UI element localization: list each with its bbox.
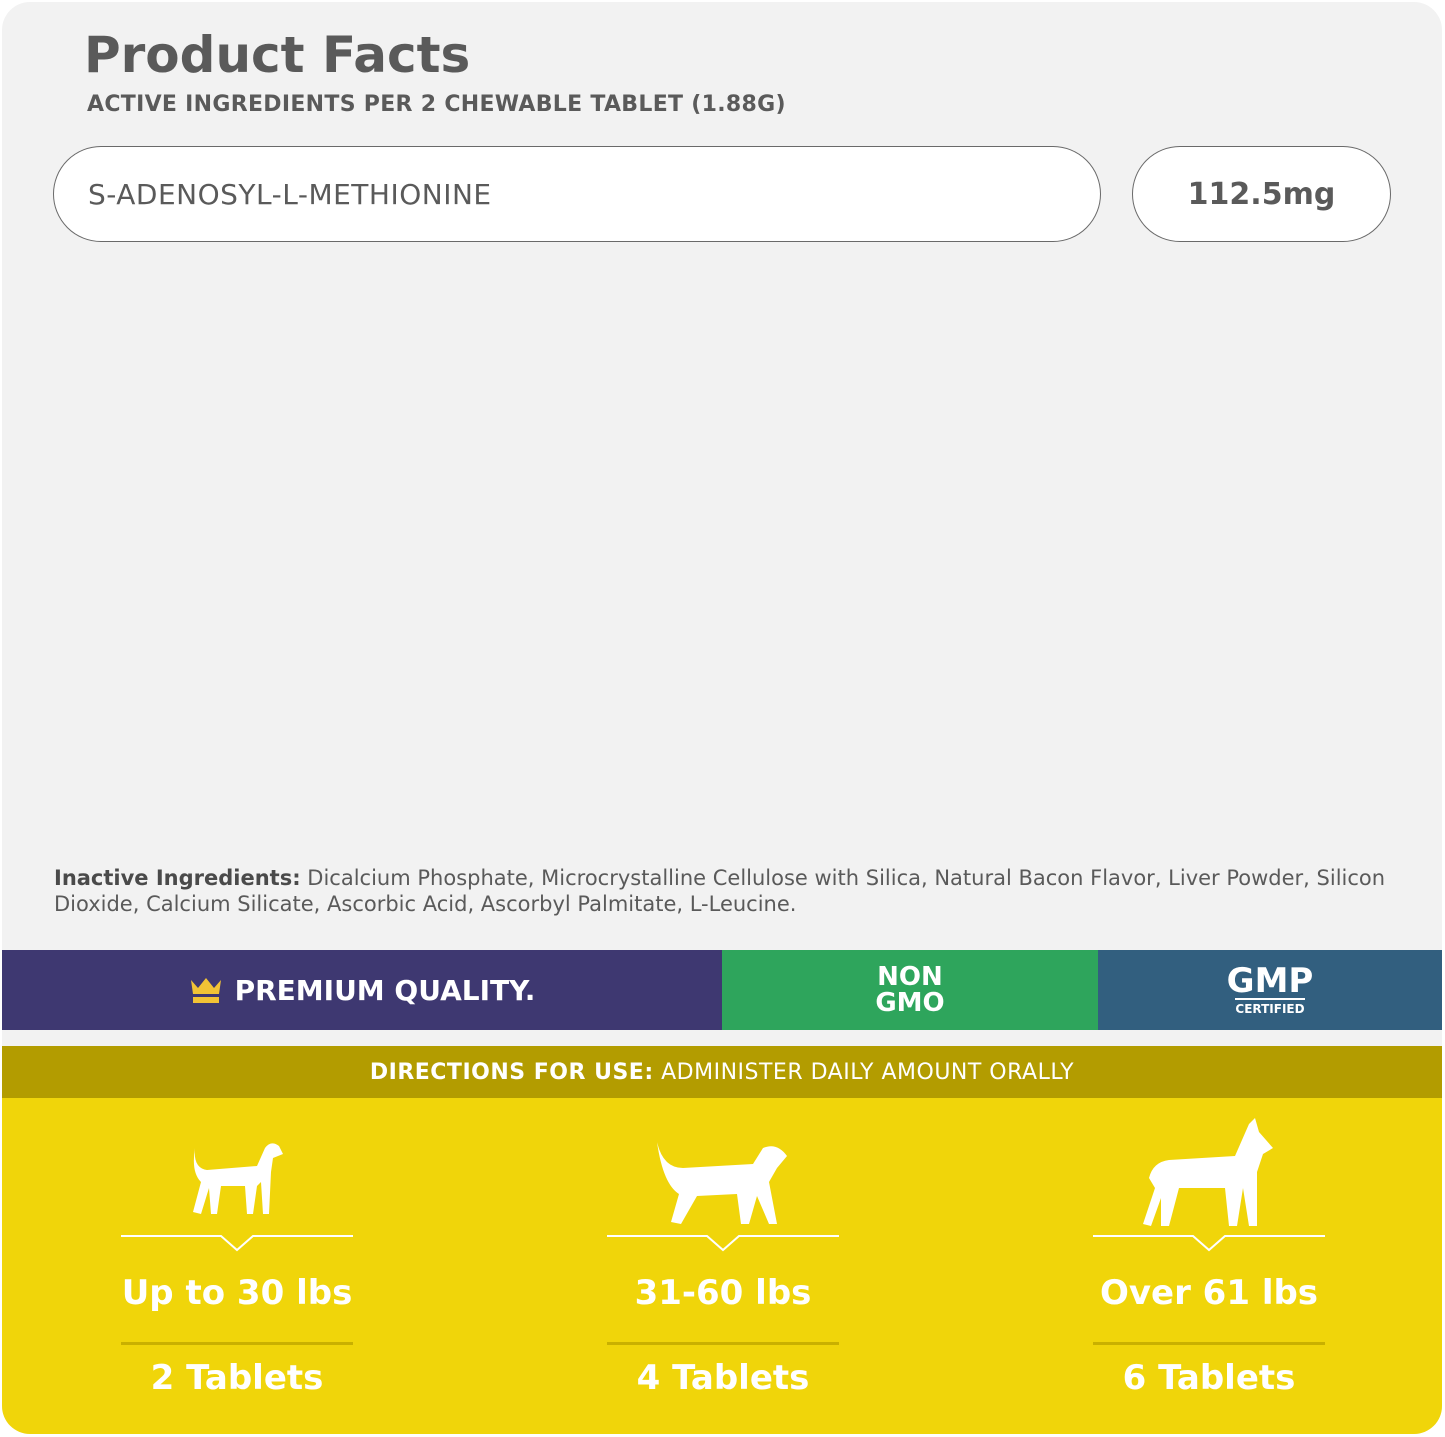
directions-text: ADMINISTER DAILY AMOUNT ORALLY [653,1059,1075,1085]
medium-dog-icon [657,1142,787,1224]
crown-icon [190,978,221,1003]
ingredient-name: S-ADENOSYL-L-METHIONINE [53,146,1101,242]
premium-text: PREMIUM QUALITY. [234,973,536,1007]
weight-label: 31-60 lbs [634,1273,812,1313]
weight-label: Up to 30 lbs [121,1273,353,1313]
dosage-small: Up to 30 lbs 2 Tablets [121,1098,353,1434]
gmp-text: GMP [1226,961,1314,1001]
tablets-label: 4 Tablets [636,1358,810,1398]
divider [607,1342,839,1345]
dosage-large: Over 61 lbs 6 Tablets [1093,1098,1325,1434]
divider-chevron [121,1235,353,1252]
gmp-certified-badge: GMP CERTIFIED [1098,950,1442,1030]
inactive-label: Inactive Ingredients: [54,866,301,890]
inactive-text: Dicalcium Phosphate, Microcrystalline Ce… [54,866,1386,916]
certified-text: CERTIFIED [1235,998,1305,1016]
inactive-ingredients: Inactive Ingredients: Dicalcium Phosphat… [54,865,1404,917]
dosage-medium: 31-60 lbs 4 Tablets [607,1098,839,1434]
dosage-section: Up to 30 lbs 2 Tablets 31-60 lbs 4 Table… [2,1098,1442,1434]
gmo-text: GMO [875,988,945,1018]
tablets-label: 6 Tablets [1122,1358,1296,1398]
page-title: Product Facts [84,26,471,84]
subtitle: ACTIVE INGREDIENTS PER 2 CHEWABLE TABLET… [87,92,786,117]
non-gmo-badge: NON GMO [722,950,1098,1030]
large-dog-icon [1143,1118,1273,1226]
divider [1093,1342,1325,1345]
small-dog-icon [193,1143,283,1214]
divider-chevron [607,1235,839,1252]
premium-quality-badge: PREMIUM QUALITY. [2,950,722,1030]
non-text: NON [877,962,943,992]
divider-chevron [1093,1235,1325,1252]
tablets-label: 2 Tablets [150,1358,324,1398]
weight-label: Over 61 lbs [1099,1273,1319,1313]
divider [121,1342,353,1345]
ingredient-amount: 112.5mg [1132,146,1391,242]
directions-bar: DIRECTIONS FOR USE: ADMINISTER DAILY AMO… [2,1046,1442,1098]
directions-label: DIRECTIONS FOR USE: [369,1059,654,1085]
